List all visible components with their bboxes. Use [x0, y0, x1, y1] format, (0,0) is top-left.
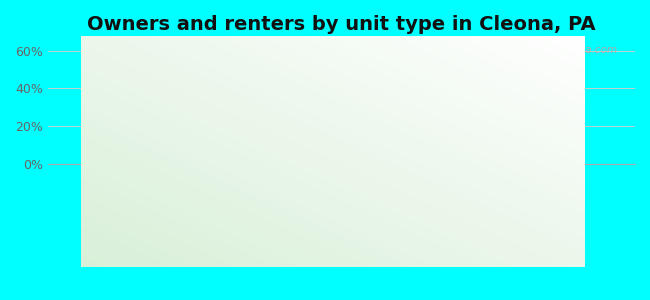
- Legend: Owner occupied units, Renter occupied units: Owner occupied units, Renter occupied un…: [167, 197, 515, 210]
- Bar: [286, 123, 341, 164]
- Bar: [103, 66, 158, 164]
- Title: Owners and renters by unit type in Cleona, PA: Owners and renters by unit type in Cleon…: [87, 15, 595, 34]
- Text: City-Data.com: City-Data.com: [543, 45, 618, 55]
- Bar: [525, 157, 580, 164]
- Bar: [158, 151, 213, 164]
- Bar: [470, 162, 525, 164]
- Bar: [341, 143, 396, 164]
